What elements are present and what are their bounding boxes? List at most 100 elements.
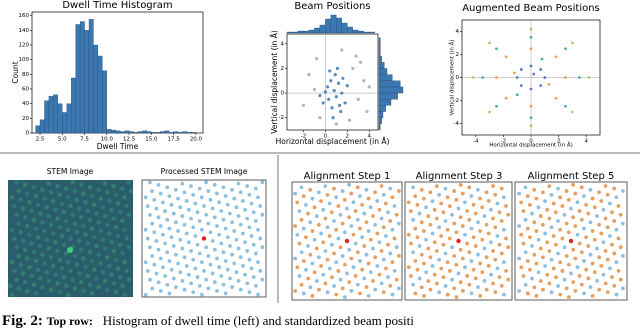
atom xyxy=(191,257,196,262)
atom xyxy=(184,199,189,203)
center-atom xyxy=(201,236,207,241)
atom xyxy=(603,184,608,188)
atom xyxy=(478,196,482,201)
atom xyxy=(319,199,323,203)
atom xyxy=(42,261,47,266)
atom xyxy=(238,255,243,260)
atom xyxy=(564,189,569,193)
atom xyxy=(499,186,504,191)
atom xyxy=(89,193,95,199)
atom xyxy=(111,183,116,189)
atom xyxy=(212,247,217,252)
atom xyxy=(247,290,252,295)
atom xyxy=(154,206,159,211)
atom xyxy=(471,202,476,207)
atom xyxy=(105,254,110,260)
atom xyxy=(373,190,377,195)
atom xyxy=(79,247,84,252)
atom xyxy=(9,195,15,200)
atom xyxy=(347,215,352,220)
atom xyxy=(379,216,384,221)
atom xyxy=(480,205,485,210)
atom xyxy=(469,259,474,263)
atom xyxy=(236,278,241,283)
atom xyxy=(445,227,450,232)
atom xyxy=(388,219,393,223)
atom xyxy=(215,256,219,261)
atom xyxy=(493,290,498,295)
atom xyxy=(415,235,420,240)
atom xyxy=(556,219,560,223)
atom xyxy=(340,189,345,193)
atom xyxy=(409,241,413,246)
atom xyxy=(571,280,576,285)
atom xyxy=(251,210,256,215)
atom xyxy=(456,206,461,211)
bar xyxy=(173,131,179,134)
atom xyxy=(469,194,474,198)
atom xyxy=(314,214,319,218)
atom xyxy=(443,186,448,191)
marginal-bar xyxy=(378,62,385,69)
atom xyxy=(499,251,504,256)
atom xyxy=(417,211,422,216)
atom xyxy=(16,253,21,259)
atom xyxy=(18,197,23,203)
atom xyxy=(171,211,176,216)
bar xyxy=(75,24,81,134)
x-tick-label: -4 xyxy=(473,139,479,145)
atom xyxy=(517,256,522,261)
atom xyxy=(353,209,358,213)
atom xyxy=(152,262,157,267)
atom xyxy=(409,209,413,213)
atom xyxy=(528,267,532,272)
atom xyxy=(310,196,315,201)
atom xyxy=(249,201,254,206)
atom xyxy=(362,244,367,248)
bar xyxy=(44,100,50,134)
atom xyxy=(525,259,530,263)
atom xyxy=(219,274,224,278)
atom xyxy=(434,184,439,189)
point xyxy=(333,73,337,77)
atom xyxy=(113,225,119,230)
atom xyxy=(9,292,15,297)
atom xyxy=(293,289,298,293)
atom xyxy=(14,212,19,218)
atom xyxy=(394,212,399,217)
atom xyxy=(126,277,132,282)
atom xyxy=(66,195,71,200)
atom xyxy=(489,240,493,245)
atom xyxy=(145,236,150,241)
atom xyxy=(379,249,384,253)
atom xyxy=(588,187,593,192)
y-tick-label: -2 xyxy=(454,98,459,104)
point xyxy=(547,83,551,86)
atom xyxy=(332,219,336,223)
atom xyxy=(143,260,148,265)
atom xyxy=(87,250,93,255)
atom xyxy=(206,286,211,291)
atom xyxy=(251,242,256,247)
atom xyxy=(40,187,45,193)
x-tick-label: -2 xyxy=(501,139,506,145)
atom xyxy=(176,261,180,266)
atom xyxy=(340,254,345,258)
atom xyxy=(584,235,589,240)
atom xyxy=(523,185,528,190)
y-axis-label: Count xyxy=(11,61,20,83)
marginal-bar xyxy=(308,29,315,34)
point xyxy=(351,66,355,71)
point xyxy=(554,55,558,59)
atom xyxy=(549,290,554,295)
atom xyxy=(16,286,21,291)
atom xyxy=(413,259,418,263)
atom xyxy=(55,248,60,254)
atom xyxy=(199,292,204,297)
atom xyxy=(314,279,319,283)
atom xyxy=(81,288,86,294)
chart-title: Augmented Beam Positions xyxy=(462,3,600,14)
atom xyxy=(610,242,614,247)
bar xyxy=(182,131,188,134)
atom xyxy=(53,207,58,213)
